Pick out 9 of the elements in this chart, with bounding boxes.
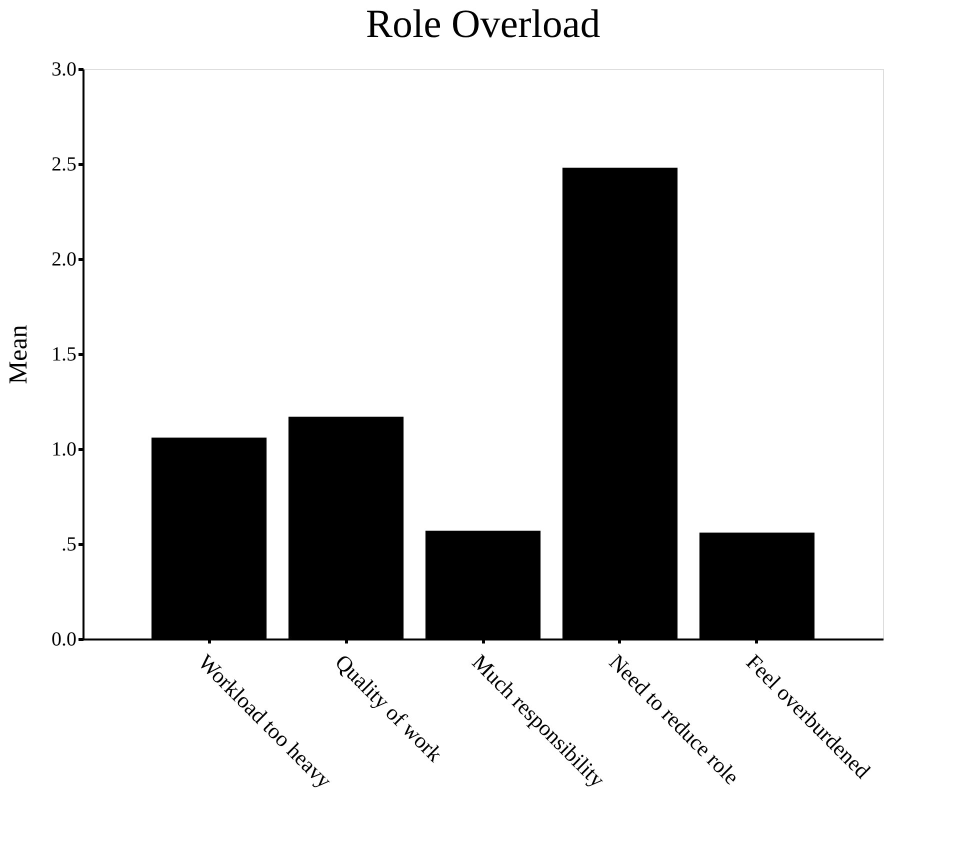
y-tick-label: 2.5 — [52, 154, 76, 176]
y-tick-label: .5 — [62, 534, 76, 556]
y-tick-label: 2.0 — [52, 248, 76, 270]
y-tick-label: 1.0 — [52, 438, 76, 460]
y-tick-label: 0.0 — [52, 628, 76, 650]
y-tick-label: 3.0 — [52, 58, 76, 80]
y-axis-title: Mean — [4, 324, 32, 384]
chart-title: Role Overload — [366, 1, 600, 46]
y-tick-label: 1.5 — [52, 344, 76, 366]
